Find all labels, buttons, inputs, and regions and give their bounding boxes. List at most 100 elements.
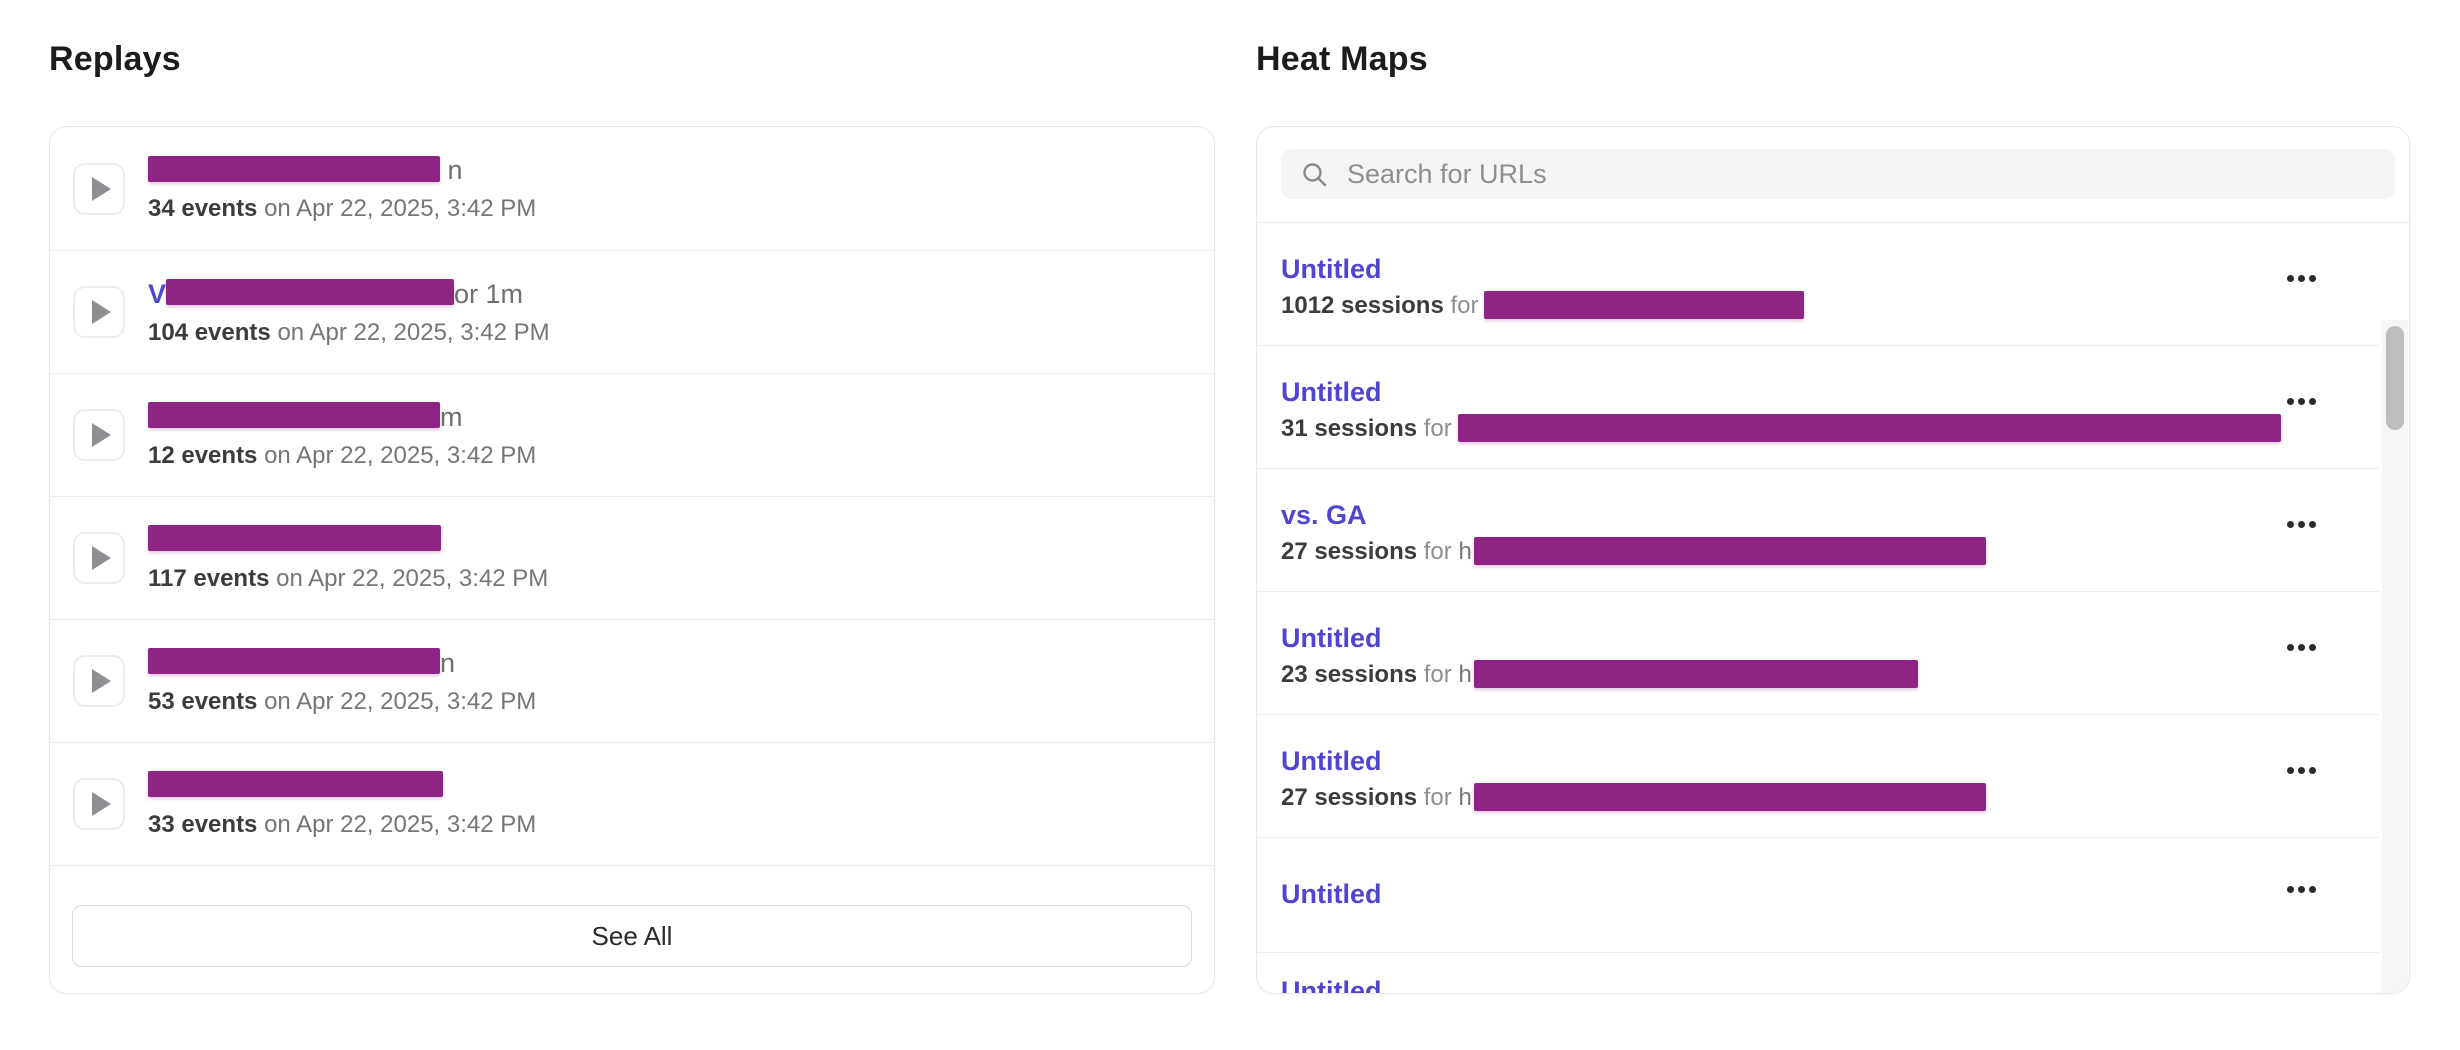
search-input[interactable] <box>1281 149 2395 199</box>
heatmap-meta: 27 sessions for h <box>1281 536 2259 567</box>
visitor-name-fragment: V <box>148 278 167 309</box>
redaction-bar <box>1473 659 1918 688</box>
replay-visitor-link[interactable] <box>148 769 1190 803</box>
see-all-button[interactable]: See All <box>72 905 1192 967</box>
play-button[interactable] <box>73 655 125 707</box>
for-label: for <box>1423 784 1452 811</box>
url-fragment: h <box>1458 661 1472 688</box>
url-fragment: h <box>1458 538 1472 565</box>
for-label: for <box>1423 538 1452 565</box>
redaction-bar <box>148 525 441 552</box>
replays-title: Replays <box>49 40 181 78</box>
scrollbar-thumb[interactable] <box>2386 326 2404 430</box>
session-count: 1012 sessions <box>1281 292 1444 319</box>
replay-visitor-link[interactable]: m <box>148 400 1190 434</box>
heatmap-search-section <box>1257 127 2409 223</box>
play-button[interactable] <box>73 162 125 215</box>
heatmap-row-partial: Untitled <box>1257 953 2379 994</box>
redaction-bar <box>148 155 440 182</box>
replay-row: 33 events on Apr 22, 2025, 3:42 PM <box>50 742 1214 865</box>
heatmaps-title: Heat Maps <box>1256 40 1428 78</box>
more-options-button[interactable] <box>2283 882 2320 897</box>
more-options-button[interactable] <box>2283 394 2320 409</box>
more-options-button[interactable] <box>2283 517 2320 532</box>
play-icon <box>92 176 111 201</box>
replay-date: on Apr 22, 2025, 3:42 PM <box>264 687 537 715</box>
event-count: 12 events <box>148 441 258 469</box>
event-count: 53 events <box>148 687 258 715</box>
heatmap-title-link[interactable]: Untitled <box>1281 976 1382 994</box>
heatmaps-card: Untitled 1012 sessions for Untitled 31 s… <box>1256 126 2410 994</box>
replay-meta: 117 events on Apr 22, 2025, 3:42 PM <box>148 564 1190 594</box>
play-icon <box>92 300 111 324</box>
redaction-bar <box>148 402 440 429</box>
replay-date: on Apr 22, 2025, 3:42 PM <box>277 318 550 346</box>
heatmap-title-link[interactable]: Untitled <box>1281 623 1382 653</box>
replay-row: n 53 events on Apr 22, 2025, 3:42 PM <box>50 619 1214 742</box>
replay-row: n 34 events on Apr 22, 2025, 3:42 PM <box>50 127 1214 250</box>
heatmap-title-link[interactable]: vs. GA <box>1281 500 1367 530</box>
session-count: 31 sessions <box>1281 415 1418 442</box>
heatmap-row: Untitled 23 sessions for h <box>1257 592 2379 715</box>
event-count: 34 events <box>148 195 258 222</box>
scrollbar[interactable] <box>2382 320 2408 993</box>
heatmap-meta: 23 sessions for h <box>1281 659 2259 690</box>
play-button[interactable] <box>73 778 125 830</box>
redaction-bar <box>1484 290 1805 319</box>
replay-meta: 53 events on Apr 22, 2025, 3:42 PM <box>148 687 1190 717</box>
play-icon <box>92 792 111 816</box>
session-count: 27 sessions <box>1281 538 1418 565</box>
replay-visitor-link[interactable] <box>148 523 1190 557</box>
event-count: 33 events <box>148 810 258 838</box>
heatmap-row: Untitled 1012 sessions for <box>1257 223 2379 346</box>
more-options-button[interactable] <box>2283 763 2320 778</box>
play-icon <box>92 423 111 447</box>
redaction-bar <box>1473 536 1986 565</box>
replay-date: on Apr 22, 2025, 3:42 PM <box>276 564 549 592</box>
url-fragment: h <box>1458 784 1472 811</box>
for-label: for <box>1423 661 1452 688</box>
replay-meta: 33 events on Apr 22, 2025, 3:42 PM <box>148 810 1190 840</box>
play-icon <box>92 546 111 570</box>
see-all-section: See All <box>50 865 1214 993</box>
redaction-bar <box>166 279 455 306</box>
visit-duration-fragment: n <box>440 647 456 678</box>
for-label: for <box>1423 415 1452 442</box>
replay-date: on Apr 22, 2025, 3:42 PM <box>264 195 537 222</box>
play-button[interactable] <box>73 286 125 338</box>
heatmap-title-link[interactable]: Untitled <box>1281 879 1382 909</box>
more-options-button[interactable] <box>2283 640 2320 655</box>
redaction-bar <box>148 648 440 675</box>
play-icon <box>92 669 111 693</box>
replay-visitor-link[interactable]: n <box>148 646 1190 680</box>
redaction-bar <box>1457 413 2281 442</box>
play-button[interactable] <box>73 532 125 584</box>
replays-panel: Replays n 34 events on Apr 22, 2025, 3:4… <box>49 40 1215 994</box>
play-button[interactable] <box>73 409 125 461</box>
heatmap-title-link[interactable]: Untitled <box>1281 377 1382 407</box>
replay-visitor-link[interactable]: n <box>148 153 1190 187</box>
heatmap-title-link[interactable]: Untitled <box>1281 254 1382 284</box>
visit-duration-fragment: n <box>447 155 463 185</box>
session-count: 23 sessions <box>1281 661 1418 688</box>
redaction-bar <box>1473 782 1986 811</box>
replay-row: m 12 events on Apr 22, 2025, 3:42 PM <box>50 373 1214 496</box>
heatmap-title-link[interactable]: Untitled <box>1281 746 1382 776</box>
replay-meta: 34 events on Apr 22, 2025, 3:42 PM <box>148 194 1190 224</box>
more-options-button[interactable] <box>2283 271 2320 286</box>
replay-meta: 12 events on Apr 22, 2025, 3:42 PM <box>148 441 1190 471</box>
heatmaps-panel: Heat Maps Untitled 1012 sessions for Unt… <box>1256 40 2410 994</box>
visit-duration-fragment: m <box>440 401 463 432</box>
replay-meta: 104 events on Apr 22, 2025, 3:42 PM <box>148 318 1190 348</box>
heatmap-list: Untitled 1012 sessions for Untitled 31 s… <box>1257 223 2409 994</box>
heatmap-row: Untitled 27 sessions for h <box>1257 715 2379 838</box>
for-label: for <box>1450 292 1479 319</box>
heatmap-row: Untitled <box>1257 838 2379 953</box>
session-count: 27 sessions <box>1281 784 1418 811</box>
heatmap-row: vs. GA 27 sessions for h <box>1257 469 2379 592</box>
heatmap-meta: 31 sessions for <box>1281 413 2281 444</box>
